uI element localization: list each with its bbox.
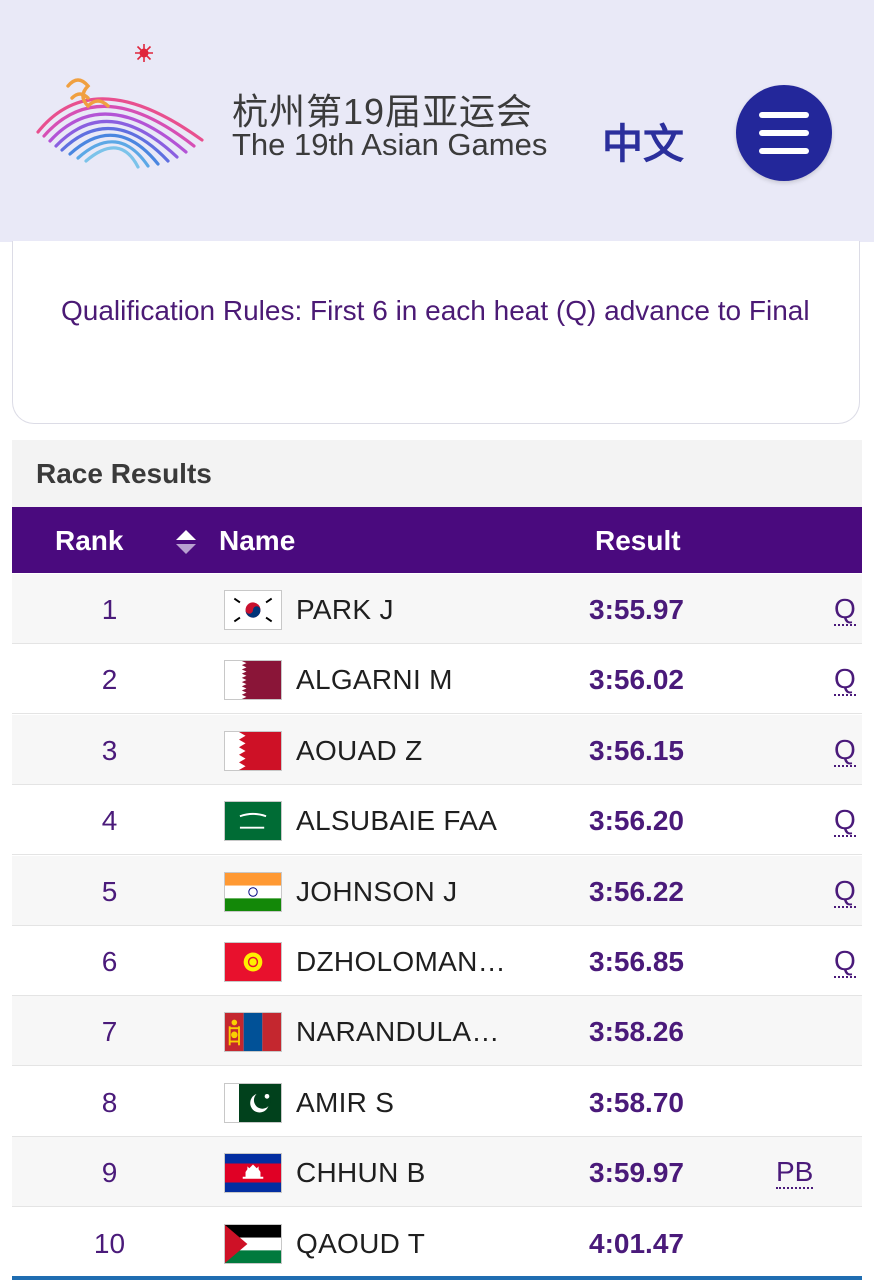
- saudi-arabia-flag-icon: [224, 801, 282, 842]
- bottom-divider: [12, 1276, 862, 1280]
- rank-cell: 5: [101, 875, 118, 907]
- kyrgyzstan-flag-icon: [224, 942, 282, 982]
- rank-column-header[interactable]: Rank: [55, 525, 124, 556]
- result-time: 3:56.20: [589, 805, 684, 837]
- table-row[interactable]: 5 JOHNSON J 3:56.22 Q: [12, 855, 862, 926]
- results-table-header: Rank Name Result: [12, 507, 862, 573]
- result-time: 3:55.97: [589, 594, 684, 625]
- result-time: 3:58.70: [589, 1086, 684, 1118]
- athlete-name[interactable]: JOHNSON J: [296, 875, 458, 907]
- rank-cell: 3: [101, 734, 118, 766]
- race-results-header: Race Results: [12, 440, 862, 507]
- rank-cell: 1: [101, 594, 118, 625]
- name-column-header[interactable]: Name: [219, 525, 296, 556]
- result-column-header[interactable]: Result: [595, 525, 681, 556]
- athlete-name[interactable]: QAOUD T: [296, 1227, 426, 1259]
- cambodia-flag-icon: [224, 1153, 282, 1194]
- rank-cell: 4: [101, 805, 118, 837]
- table-row[interactable]: 10 QAOUD T 4:01.47: [12, 1208, 862, 1278]
- athlete-name[interactable]: CHHUN B: [296, 1157, 426, 1189]
- menu-button[interactable]: [736, 85, 832, 181]
- table-row[interactable]: 3 AOUAD Z 3:56.15 Q: [12, 714, 862, 785]
- qualification-rules-text: Qualification Rules: First 6 in each hea…: [61, 295, 810, 326]
- qualified-badge[interactable]: Q: [834, 733, 856, 767]
- rank-cell: 2: [101, 664, 118, 696]
- site-header: 杭州第19届亚运会 The 19th Asian Games 中文: [0, 0, 874, 242]
- athlete-name[interactable]: AMIR S: [296, 1086, 395, 1118]
- pakistan-flag-icon: [224, 1082, 282, 1123]
- table-row[interactable]: 4 ALSUBAIE FAA 3:56.20 Q: [12, 785, 862, 856]
- table-row[interactable]: 8 AMIR S 3:58.70: [12, 1067, 862, 1137]
- asian-games-logo[interactable]: [34, 40, 209, 170]
- result-time: 3:56.02: [589, 664, 684, 696]
- rank-cell: 7: [101, 1016, 118, 1048]
- result-time: 3:59.97: [589, 1157, 684, 1189]
- rank-cell: 9: [101, 1157, 118, 1189]
- qualified-badge[interactable]: Q: [834, 593, 856, 626]
- result-time: 3:56.15: [589, 734, 684, 766]
- athlete-name[interactable]: ALSUBAIE FAA: [296, 805, 498, 837]
- athlete-name[interactable]: NARANDULA…: [296, 1016, 500, 1048]
- athlete-name[interactable]: PARK J: [296, 594, 394, 625]
- athlete-name[interactable]: DZHOLOMAN…: [296, 946, 506, 977]
- bahrain-flag-icon: [224, 730, 282, 771]
- hamburger-icon-bar: [759, 130, 809, 136]
- qualified-badge[interactable]: Q: [834, 804, 856, 838]
- qatar-flag-icon: [224, 660, 282, 701]
- table-row[interactable]: 2 ALGARNI M 3:56.02 Q: [12, 644, 862, 715]
- athlete-name[interactable]: ALGARNI M: [296, 664, 453, 696]
- korea-flag-icon: [224, 590, 282, 630]
- table-row[interactable]: 6 DZHOLOMAN… 3:56.85 Q: [12, 926, 862, 996]
- palestine-flag-icon: [224, 1223, 282, 1264]
- brand-name-english: The 19th Asian Games: [232, 127, 548, 162]
- hamburger-icon-bar: [759, 148, 809, 154]
- qualified-badge[interactable]: Q: [834, 874, 856, 908]
- rank-cell: 6: [101, 946, 118, 977]
- mongolia-flag-icon: [224, 1012, 282, 1053]
- qualified-badge[interactable]: Q: [834, 663, 856, 697]
- hamburger-icon-bar: [759, 112, 809, 118]
- table-row[interactable]: 7 NARANDULA… 3:58.26: [12, 996, 862, 1067]
- athlete-name[interactable]: AOUAD Z: [296, 734, 423, 766]
- india-flag-icon: [224, 871, 282, 912]
- result-time: 4:01.47: [589, 1227, 684, 1259]
- rank-cell: 8: [101, 1086, 118, 1118]
- result-time: 3:58.26: [589, 1016, 684, 1048]
- table-row[interactable]: 9 CHHUN B 3:59.97 PB: [12, 1137, 862, 1208]
- result-time: 3:56.22: [589, 875, 684, 907]
- sort-icon[interactable]: [175, 527, 197, 557]
- qualified-badge[interactable]: Q: [834, 945, 856, 978]
- race-results-title: Race Results: [36, 458, 212, 489]
- result-time: 3:56.85: [589, 946, 684, 977]
- rank-cell: 10: [93, 1227, 126, 1259]
- qualification-rules-panel: Qualification Rules: First 6 in each hea…: [12, 241, 860, 424]
- brand-name-chinese: 杭州第19届亚运会: [232, 91, 534, 132]
- personal-best-badge[interactable]: PB: [776, 1156, 814, 1190]
- table-row[interactable]: 1 PARK J 3:55.97 Q: [12, 574, 862, 644]
- language-toggle[interactable]: 中文: [602, 121, 684, 167]
